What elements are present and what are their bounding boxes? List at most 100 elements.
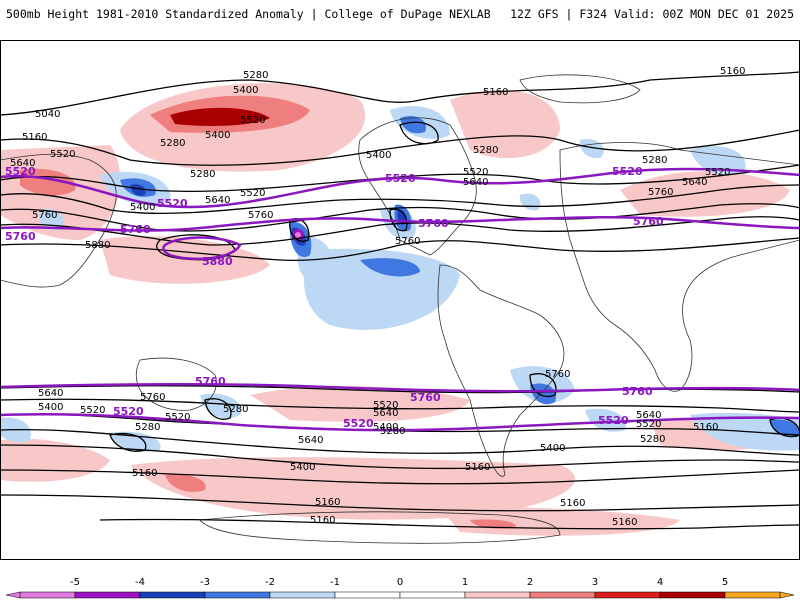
contour-label: 5160 [315, 497, 340, 508]
highlight-label: 5760 [5, 230, 36, 243]
contour-label: 5280 [473, 145, 498, 156]
contour-label: 5160 [483, 87, 508, 98]
colorbar-segments [5, 591, 795, 599]
contour-label: 5160 [22, 132, 47, 143]
highlight-label: 5760 [195, 375, 226, 388]
contour-label: 5520 [636, 419, 661, 430]
colorbar-segment [204, 591, 271, 599]
colorbar-segment [399, 591, 466, 599]
contour-label: 5640 [298, 435, 323, 446]
contour-label: 5880 [85, 240, 110, 251]
contour-label: 5640 [636, 410, 661, 421]
contour-label: 5280 [640, 434, 665, 445]
colorbar-segment [269, 591, 336, 599]
contour-label: 5640 [373, 408, 398, 419]
highlight-label: 5520 [598, 414, 629, 427]
highlight-label: 5760 [633, 215, 664, 228]
contour-label: 5520 [165, 412, 190, 423]
contour-label: 5160 [465, 462, 490, 473]
highlight-label: 5520 [343, 417, 374, 430]
contour-label: 5760 [395, 236, 420, 247]
contour-label: 5520 [373, 400, 398, 411]
colorbar-tick-label: -4 [135, 577, 145, 588]
contour-label: 5400 [540, 443, 565, 454]
contour-labels: 5280 5400 5520 5160 5040 5160 5520 5640 … [10, 66, 745, 528]
contour-label: 5280 [190, 169, 215, 180]
contour-label: 5640 [38, 388, 63, 399]
highlight-label: 5520 [113, 405, 144, 418]
contour-label: 5160 [693, 422, 718, 433]
height-contours [0, 71, 800, 530]
contour-label: 5160 [310, 515, 335, 526]
colorbar-segment [724, 591, 781, 599]
highlight-label: 5760 [120, 223, 151, 236]
highlight-label: 5760 [622, 385, 653, 398]
contour-label: 5520 [80, 405, 105, 416]
contour-label: 5640 [463, 177, 488, 188]
contour-label: 5040 [35, 109, 60, 120]
colorbar-tick-label: 0 [397, 577, 403, 588]
colorbar-segment [594, 591, 661, 599]
colorbar-tick-label: 2 [527, 577, 533, 588]
model-run-info: 12Z GFS | F324 Valid: 00Z MON DEC 01 202… [510, 7, 794, 21]
highlight-label: 5520 [157, 197, 188, 210]
contour-label: 5400 [130, 202, 155, 213]
colorbar-segment [139, 591, 206, 599]
contour-label: 5400 [233, 85, 258, 96]
colorbar-tick-label: -2 [265, 577, 275, 588]
highlight-label: 5880 [202, 255, 233, 268]
highlight-label: 5520 [5, 165, 36, 178]
contour-label: 5400 [373, 422, 398, 433]
positive-anomaly-strong [170, 107, 270, 126]
colorbar-segment [334, 591, 401, 599]
contour-label: 5280 [380, 426, 405, 437]
colorbar-tick-label: -5 [70, 577, 80, 588]
contour-label: 5520 [240, 115, 265, 126]
highlight-label: 5760 [418, 217, 449, 230]
contour-label: 5760 [648, 187, 673, 198]
contour-label: 5400 [38, 402, 63, 413]
contour-label: 5520 [463, 167, 488, 178]
contour-label: 5280 [223, 404, 248, 415]
colorbar-tick-label: 5 [722, 577, 728, 588]
highlight-label: 5760 [410, 391, 441, 404]
negative-anomaly-medium [120, 115, 800, 436]
colorbar-max-arrow [779, 591, 795, 599]
colorbar-segment [19, 591, 76, 599]
colorbar-tick-label: 3 [592, 577, 598, 588]
contour-label: 5280 [642, 155, 667, 166]
contour-label: 5280 [135, 422, 160, 433]
colorbar-tick-label: -3 [200, 577, 210, 588]
contour-label: 5520 [705, 167, 730, 178]
colorbar-tick-label: 1 [462, 577, 468, 588]
colorbar: -5 -4 -3 -2 -1 0 1 2 3 4 5 [5, 577, 795, 599]
contour-label: 5280 [160, 138, 185, 149]
highlight-contours [0, 167, 800, 432]
contour-label: 5640 [10, 158, 35, 169]
highlight-labels: 5520 5520 5760 5880 5760 5520 5760 5760 … [5, 165, 664, 430]
contour-label: 5640 [682, 177, 707, 188]
contour-label: 5760 [140, 392, 165, 403]
colorbar-tick-label: -1 [330, 577, 340, 588]
colorbar-segment [659, 591, 726, 599]
contour-label: 5400 [205, 130, 230, 141]
contour-label: 5160 [560, 498, 585, 509]
contour-label: 5760 [248, 210, 273, 221]
contour-label: 5400 [366, 150, 391, 161]
highlight-label: 5520 [612, 165, 643, 178]
world-map: 5280 5400 5520 5160 5040 5160 5520 5640 … [0, 40, 800, 560]
contour-label: 5160 [720, 66, 745, 77]
highlight-label: 5520 [385, 172, 416, 185]
contour-label: 5520 [240, 188, 265, 199]
contour-label: 5520 [50, 149, 75, 160]
contour-label: 5160 [132, 468, 157, 479]
contour-label: 5160 [612, 517, 637, 528]
colorbar-ticks: -5 -4 -3 -2 -1 0 1 2 3 4 5 [70, 577, 728, 588]
colorbar-segment [464, 591, 531, 599]
map-header: 500mb Height 1981-2010 Standardized Anom… [0, 0, 800, 30]
contour-label: 5280 [243, 70, 268, 81]
colorbar-segment [74, 591, 141, 599]
contour-label: 5760 [545, 369, 570, 380]
map-title: 500mb Height 1981-2010 Standardized Anom… [6, 7, 491, 21]
contour-label: 5400 [290, 462, 315, 473]
